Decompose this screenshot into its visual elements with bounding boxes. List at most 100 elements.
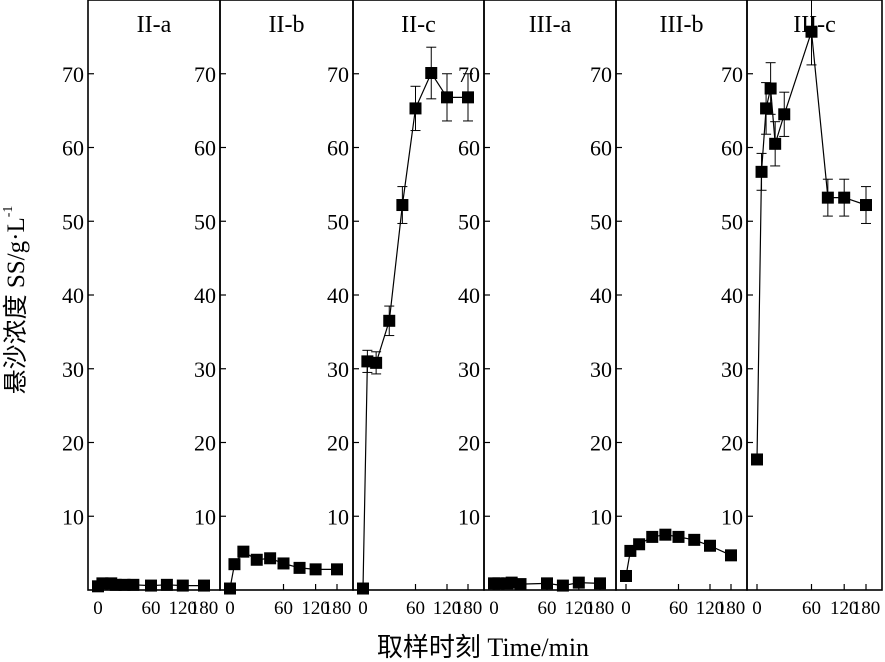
- data-point: [769, 137, 782, 150]
- data-point: [331, 563, 343, 576]
- y-tick-label: 10: [62, 504, 84, 529]
- y-tick-label: 30: [62, 357, 84, 382]
- y-tick-label: 10: [327, 504, 349, 529]
- y-tick-label: 40: [62, 283, 84, 308]
- data-point: [620, 569, 632, 582]
- data-point: [145, 579, 157, 592]
- data-point: [127, 578, 140, 591]
- y-tick-label: 10: [721, 504, 743, 529]
- y-tick-label: 70: [590, 62, 612, 87]
- data-point: [541, 577, 553, 590]
- y-tick-label: 40: [327, 283, 349, 308]
- panel-label: II-b: [269, 12, 305, 38]
- y-tick-label: 50: [62, 209, 84, 234]
- data-point: [176, 579, 189, 592]
- x-tick-label: 60: [538, 598, 557, 619]
- y-tick-label: 40: [194, 283, 216, 308]
- y-tick-label: 10: [590, 504, 612, 529]
- data-point: [441, 91, 453, 104]
- series-line: [362, 71, 468, 589]
- data-point: [755, 165, 768, 178]
- y-tick-label: 70: [458, 62, 480, 87]
- y-axis-label: 悬沙浓度 SS/g·L-1: [1, 206, 30, 395]
- data-point: [228, 558, 241, 571]
- data-point: [646, 530, 659, 543]
- y-tick-label: 30: [194, 357, 216, 382]
- y-tick-label: 60: [590, 136, 612, 161]
- x-tick-label: 60: [274, 598, 293, 619]
- data-point: [725, 549, 737, 562]
- x-tick-label: 0: [621, 598, 631, 619]
- x-tick-label: 180: [190, 598, 219, 619]
- data-point: [370, 356, 383, 369]
- data-point: [860, 199, 872, 212]
- x-tick-label: 60: [669, 598, 688, 619]
- x-tick-label: 120: [696, 598, 725, 619]
- x-tick-label: 0: [752, 598, 762, 619]
- data-point: [505, 576, 518, 589]
- data-point: [659, 528, 672, 541]
- x-tick-label: 0: [358, 598, 368, 619]
- data-point: [572, 576, 585, 589]
- y-tick-label: 60: [327, 136, 349, 161]
- x-tick-label: 120: [169, 598, 198, 619]
- y-tick-label: 70: [327, 62, 349, 87]
- data-point: [293, 561, 306, 574]
- data-point: [704, 539, 716, 552]
- y-tick-label: 20: [458, 431, 480, 456]
- y-tick-label: 40: [458, 283, 480, 308]
- y-tick-label: 60: [62, 136, 84, 161]
- x-tick-label: 180: [586, 598, 615, 619]
- x-tick-label: 0: [225, 598, 235, 619]
- y-tick-label: 20: [194, 431, 216, 456]
- x-axis-label: 取样时刻 Time/min: [377, 633, 589, 662]
- data-point: [633, 538, 646, 551]
- data-point: [277, 557, 290, 570]
- panel-label: II-c: [401, 12, 436, 38]
- y-tick-label: 50: [458, 209, 480, 234]
- data-point: [462, 91, 474, 104]
- y-axis-label-superscript: -1: [1, 206, 16, 218]
- panel-label: III-a: [529, 12, 572, 38]
- y-tick-label: 60: [721, 136, 743, 161]
- x-tick-label: 180: [852, 598, 881, 619]
- data-point: [396, 199, 409, 212]
- x-tick-label: 120: [830, 598, 859, 619]
- data-point: [357, 582, 369, 595]
- y-tick-label: 50: [194, 209, 216, 234]
- y-tick-label: 30: [458, 357, 480, 382]
- y-tick-label: 50: [590, 209, 612, 234]
- data-point: [514, 578, 527, 591]
- y-tick-label: 20: [62, 431, 84, 456]
- data-point: [764, 82, 777, 95]
- y-tick-label: 60: [458, 136, 480, 161]
- data-point: [760, 102, 773, 115]
- y-tick-label: 20: [327, 431, 349, 456]
- y-tick-label: 30: [327, 357, 349, 382]
- y-tick-label: 70: [62, 62, 84, 87]
- series-line: [756, 31, 867, 460]
- x-tick-label: 180: [454, 598, 483, 619]
- y-tick-label: 60: [194, 136, 216, 161]
- data-point: [309, 563, 322, 576]
- x-tick-label: 0: [93, 598, 103, 619]
- data-point: [838, 191, 851, 204]
- data-point: [672, 530, 685, 543]
- x-tick-label: 120: [433, 598, 462, 619]
- y-tick-label: 30: [721, 357, 743, 382]
- x-tick-label: 180: [717, 598, 746, 619]
- data-point: [160, 578, 173, 591]
- panel-label: II-a: [137, 12, 172, 38]
- data-point: [425, 67, 438, 80]
- y-tick-label: 30: [590, 357, 612, 382]
- panel-label: III-b: [660, 12, 704, 38]
- data-point: [751, 453, 763, 466]
- data-point: [688, 533, 701, 546]
- x-tick-label: 60: [406, 598, 425, 619]
- y-axis-label-text: 悬沙浓度 SS/g·L: [2, 217, 30, 394]
- data-point: [409, 102, 422, 115]
